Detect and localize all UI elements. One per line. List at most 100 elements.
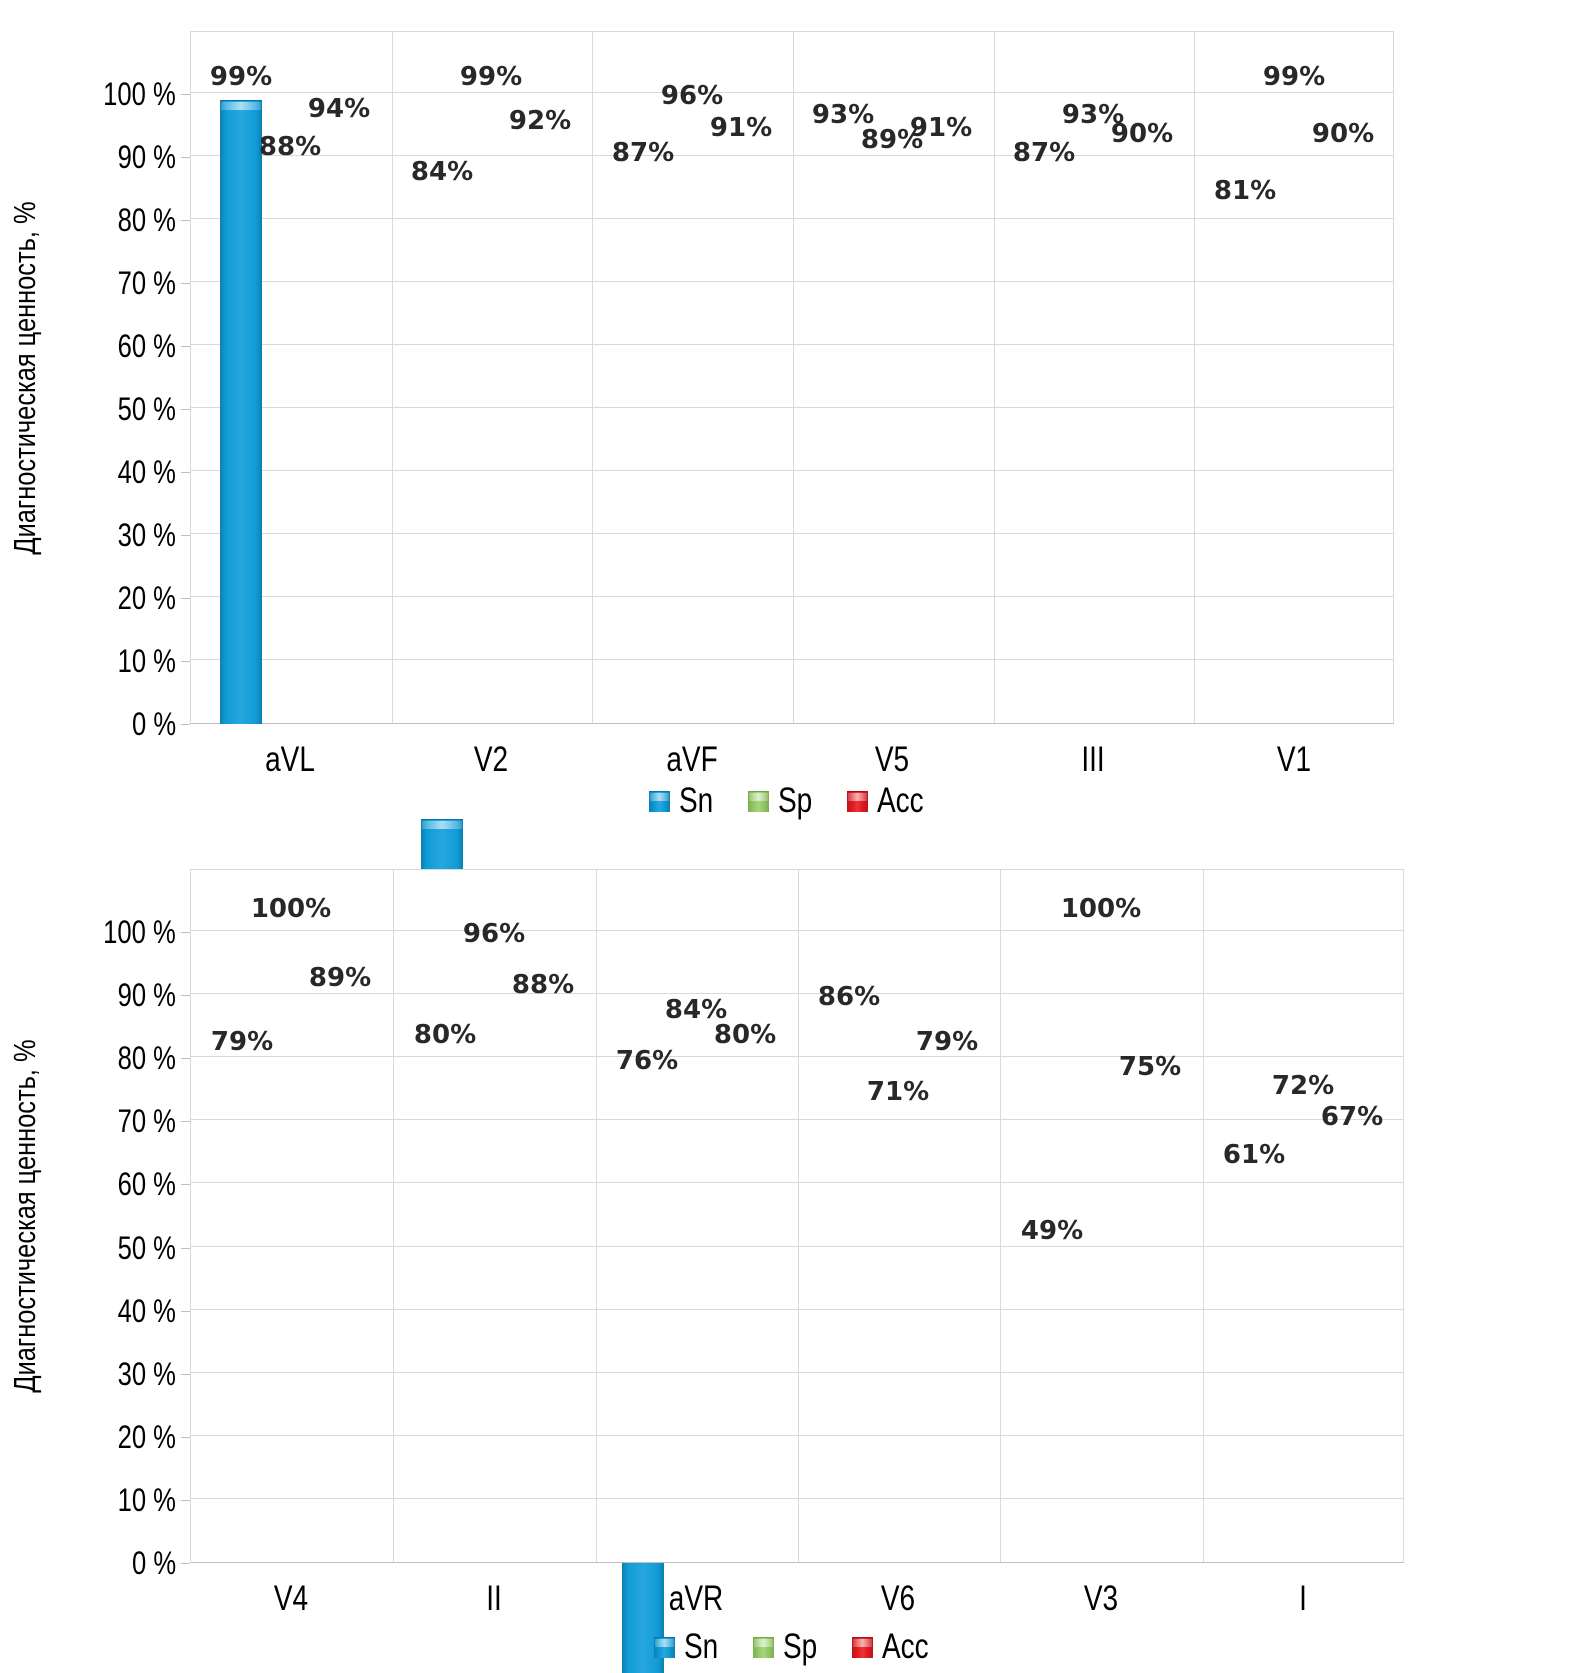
y-tick-label: 20 % [0, 578, 176, 618]
y-tick-mark [181, 1374, 190, 1375]
legend-label: Sn [684, 1627, 727, 1667]
bar-value-label: 79% [915, 1027, 979, 1057]
bar-value-label: 61% [1222, 1140, 1286, 1170]
y-tick-label-text: 50 % [117, 1230, 176, 1266]
gridline-horizontal [191, 1182, 1403, 1183]
y-tick-label: 70 % [0, 1101, 176, 1141]
x-category-label: aVL [259, 739, 321, 781]
legend-label: Sn [679, 781, 722, 821]
y-tick-label: 40 % [0, 1291, 176, 1331]
y-tick-label-text: 70 % [117, 1103, 176, 1139]
y-tick-label: 30 % [0, 515, 176, 555]
gridline-vertical [994, 32, 995, 723]
y-tick-mark [181, 661, 190, 662]
x-category-label-text: V3 [1083, 1579, 1119, 1618]
x-category-label: V4 [270, 1578, 313, 1620]
y-tick-mark [181, 220, 190, 221]
y-tick-label: 100 % [0, 74, 176, 114]
y-tick-label: 70 % [0, 263, 176, 303]
y-tick-mark [181, 932, 190, 933]
bar-value-label: 87% [611, 138, 675, 168]
bar-value-label: 84% [664, 995, 728, 1025]
legend-swatch-sp [747, 790, 769, 812]
legend-item-sn: Sn [649, 781, 722, 821]
x-category-label-text: aVF [666, 740, 718, 779]
y-tick-label: 90 % [0, 975, 176, 1015]
bar-value-label: 80% [413, 1020, 477, 1050]
bar-value-label: 99% [459, 62, 523, 92]
y-tick-label-text: 40 % [117, 1293, 176, 1329]
y-tick-mark [181, 1500, 190, 1501]
bar-value-label: 81% [1213, 176, 1277, 206]
gridline-horizontal [191, 659, 1393, 660]
y-tick-label: 0 % [0, 1543, 176, 1583]
legend-label-text: Acc [876, 781, 924, 820]
y-tick-label-text: 10 % [117, 643, 176, 679]
gridline-horizontal [191, 1056, 1403, 1057]
y-tick-mark [181, 1248, 190, 1249]
gridline-horizontal [191, 281, 1393, 282]
y-tick-mark [181, 346, 190, 347]
legend: Sn Sp Acc [190, 780, 1394, 822]
legend-label-text: Sn [679, 781, 714, 820]
y-tick-label-text: 50 % [117, 391, 176, 427]
x-category-label: I [1298, 1578, 1308, 1620]
y-tick-mark [181, 724, 190, 725]
bar-value-label: 90% [1311, 119, 1375, 149]
gridline-horizontal [191, 407, 1393, 408]
x-category-label: II [484, 1578, 503, 1620]
legend-item-acc: Acc [851, 1627, 940, 1667]
x-category-label-text: V6 [880, 1579, 916, 1618]
gridline-horizontal [191, 344, 1393, 345]
legend-swatch-sn [649, 790, 670, 812]
bar-value-label: 89% [860, 125, 924, 155]
gridline-horizontal [191, 155, 1393, 156]
legend-swatch-acc [851, 1636, 873, 1658]
legend-swatch-acc [846, 790, 868, 812]
y-tick-label-text: 100 % [103, 914, 176, 950]
legend-swatch-sn [654, 1636, 675, 1658]
bar-value-label: 87% [1012, 138, 1076, 168]
gridline-vertical [392, 32, 393, 723]
bar-value-label: 96% [660, 81, 724, 111]
y-tick-label: 80 % [0, 200, 176, 240]
bar-value-label: 88% [511, 970, 575, 1000]
legend-label-text: Sp [777, 781, 813, 820]
y-tick-label-text: 80 % [117, 1040, 176, 1076]
y-tick-label-text: 60 % [117, 1166, 176, 1202]
bar-value-label: 99% [209, 62, 273, 92]
legend-item-sn: Sn [654, 1627, 727, 1667]
x-category-label-text: I [1299, 1579, 1307, 1618]
x-category-label-text: V4 [273, 1579, 309, 1618]
gridline-vertical [793, 32, 794, 723]
y-tick-mark [181, 1184, 190, 1185]
gridline-horizontal [191, 1119, 1403, 1120]
bar-value-label: 92% [508, 106, 572, 136]
bar-value-label: 86% [817, 982, 881, 1012]
bar-value-label: 80% [713, 1020, 777, 1050]
gridline-vertical [798, 870, 799, 1562]
y-tick-label: 0 % [0, 704, 176, 744]
bar-value-label: 91% [909, 113, 973, 143]
bar-value-label: 91% [709, 113, 773, 143]
bar-value-label: 76% [615, 1046, 679, 1076]
y-tick-mark [181, 157, 190, 158]
gridline-horizontal [191, 1372, 1403, 1373]
gridline-vertical [1203, 870, 1204, 1562]
bar-value-label: 79% [210, 1027, 274, 1057]
bar-value-label: 75% [1118, 1052, 1182, 1082]
y-tick-label-text: 30 % [117, 517, 176, 553]
x-category-label: aVR [662, 1578, 730, 1620]
gridline-horizontal [191, 1246, 1403, 1247]
x-category-label-text: II [486, 1579, 502, 1618]
bar-sn [220, 100, 262, 724]
y-tick-mark [181, 535, 190, 536]
legend-item-acc: Acc [846, 781, 935, 821]
x-category-label: III [1078, 739, 1107, 781]
y-tick-label: 50 % [0, 389, 176, 429]
y-tick-mark [181, 1121, 190, 1122]
x-category-label: V5 [871, 739, 914, 781]
y-tick-label-text: 30 % [117, 1356, 176, 1392]
y-tick-mark [181, 472, 190, 473]
